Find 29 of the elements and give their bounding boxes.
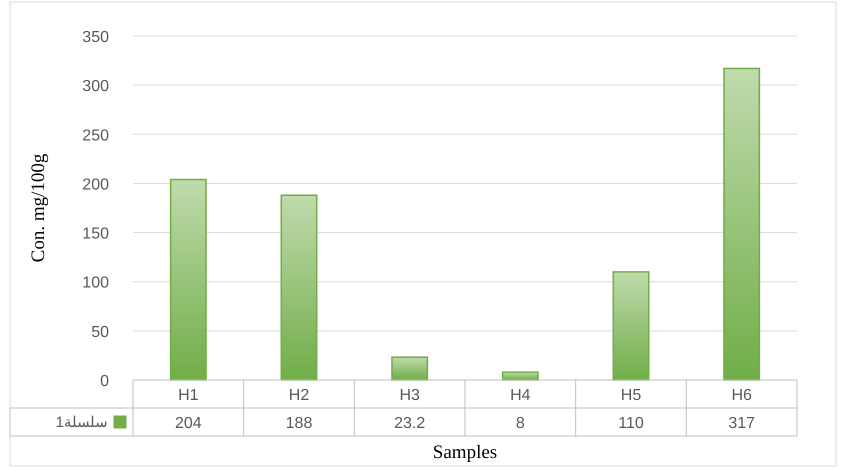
- y-tick-label: 0: [100, 373, 110, 390]
- bar: [723, 68, 760, 381]
- bar: [170, 178, 207, 381]
- x-tick-label: H1: [178, 387, 199, 404]
- y-tick-label: 200: [82, 176, 110, 194]
- data-label: 188: [286, 415, 312, 432]
- bar: [502, 371, 539, 381]
- bar: [612, 271, 650, 381]
- y-tick-label: 150: [82, 226, 110, 243]
- data-label: 317: [728, 415, 756, 432]
- data-label: 23.2: [394, 415, 426, 432]
- y-tick-label: 250: [82, 127, 110, 144]
- x-tick-label: H6: [731, 387, 752, 404]
- legend-label: سلسلة1: [56, 414, 108, 431]
- bar: [391, 356, 428, 381]
- x-tick-label: H3: [399, 387, 420, 404]
- y-tick-label: 300: [82, 78, 110, 96]
- x-axis-title: Samples: [432, 442, 498, 463]
- x-tick-label: H4: [510, 387, 531, 404]
- y-axis-title: Con. mg/100g: [28, 153, 49, 262]
- data-label: 8: [516, 415, 525, 432]
- y-tick-label: 50: [91, 324, 110, 341]
- bar: [280, 194, 318, 381]
- y-tick-label: 350: [82, 29, 110, 46]
- x-tick-label: H2: [288, 387, 310, 404]
- y-tick-label: 100: [82, 274, 110, 292]
- data-label: 204: [174, 415, 202, 432]
- x-tick-label: H5: [620, 387, 642, 404]
- data-label: 110: [618, 415, 644, 432]
